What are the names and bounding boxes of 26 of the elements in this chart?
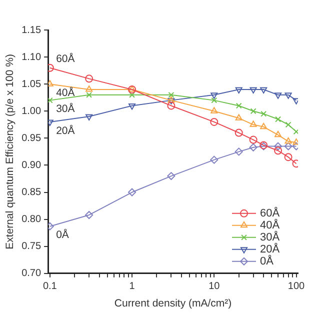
annotation: 60Å [56,52,75,65]
legend-label: 40Å [260,218,280,232]
y-tick-label: 1.00 [22,106,42,117]
y-tick-label: 1.15 [22,24,42,36]
annotation: 30Å [56,102,75,116]
y-tick-label: 0.75 [22,241,42,252]
y-axis-title: External quantum Efficiency (p/e x 100 %) [4,54,16,250]
x-axis-title: Current density (mA/cm²) [114,298,232,310]
y-tick-label: 0.85 [22,187,42,198]
legend-label: 60Å [260,206,280,220]
legend-label: 30Å [260,230,280,244]
y-tick-label: 1.05 [22,78,42,90]
x-tick-label: 100 [288,281,306,292]
y-tick-label: 0.95 [22,132,42,144]
y-tick-label: 1.10 [22,52,42,63]
x-tick-label: 10 [208,281,220,292]
legend-label: 0Å [260,254,274,268]
y-tick-label: 0.90 [22,160,42,171]
y-tick-label: 0.80 [22,214,42,226]
x-tick-label: 1 [129,281,136,292]
y-tick-label: 0.70 [22,268,42,280]
legend-label: 20Å [260,242,280,256]
annotation: 0Å [56,228,69,242]
x-tick-label: 0.1 [42,281,58,292]
annotation: 40Å [56,86,75,99]
annotation: 20Å [56,124,75,137]
